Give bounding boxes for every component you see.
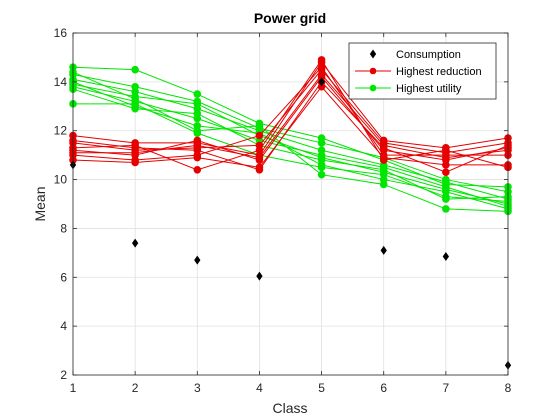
legend-diamond-marker — [369, 49, 377, 59]
reduction-point — [131, 148, 139, 157]
x-tick-label: 5 — [318, 381, 325, 395]
reduction-point — [131, 141, 139, 150]
utility-point — [193, 126, 202, 135]
y-tick-label: 6 — [60, 270, 67, 284]
consumption-point — [131, 238, 139, 248]
reduction-point — [317, 56, 326, 64]
reduction-point — [255, 146, 264, 155]
legend-item: Consumption — [369, 49, 461, 61]
utility-line — [72, 78, 509, 200]
consumption-point — [442, 252, 450, 262]
reduction-point — [379, 156, 388, 164]
utility-point — [131, 95, 139, 103]
reduction-line — [72, 85, 508, 168]
consumption-point — [380, 245, 387, 255]
utility-point — [131, 65, 139, 74]
utility-point — [317, 156, 326, 164]
chart-title: Power grid — [254, 10, 326, 26]
utility-point — [317, 170, 326, 179]
reduction-line — [72, 58, 509, 171]
utility-point — [379, 166, 388, 174]
reduction-point — [317, 63, 326, 71]
legend-item: Highest utility — [355, 83, 462, 95]
utility-point — [317, 139, 326, 147]
x-tick-label: 6 — [380, 381, 387, 395]
y-tick-label: 8 — [60, 221, 67, 235]
x-tick-label: 8 — [505, 381, 512, 395]
legend: Consumption Highest reduction Highest util… — [348, 42, 497, 100]
legend-label: Highest utility — [396, 83, 462, 95]
utility-point — [379, 180, 388, 189]
reduction-line — [72, 61, 509, 156]
utility-line — [72, 66, 509, 188]
legend-circle-marker — [369, 84, 377, 92]
reduction-point — [442, 168, 450, 177]
y-axis-label: Mean — [32, 186, 48, 221]
reduction-point — [255, 131, 264, 140]
reduction-line — [73, 73, 509, 159]
y-tick-label: 10 — [54, 173, 68, 187]
axes-box — [72, 32, 509, 376]
x-tick-label: 1 — [70, 381, 77, 395]
x-tick-label: 4 — [256, 381, 263, 395]
legend-label: Highest reduction — [396, 66, 482, 78]
reduction-point — [442, 161, 450, 169]
reduction-line — [72, 81, 509, 173]
reduction-point — [255, 153, 264, 162]
utility-point — [442, 205, 450, 213]
utility-point — [255, 122, 264, 130]
reduction-point — [131, 158, 139, 167]
utility-line — [72, 71, 509, 212]
utility-point — [317, 163, 326, 172]
utility-line — [72, 88, 509, 200]
x-axis-label: Class — [272, 400, 307, 416]
reduction-point — [193, 153, 202, 162]
series-layer — [69, 56, 512, 370]
y-tick-label: 2 — [60, 368, 67, 382]
y-tick-label: 12 — [54, 124, 68, 138]
reduction-point — [317, 70, 326, 79]
utility-point — [193, 90, 202, 98]
x-tick-label: 7 — [443, 381, 450, 395]
y-tick-label: 14 — [54, 75, 68, 89]
series-utility-8 — [69, 68, 512, 216]
legend-circle-marker — [369, 67, 377, 75]
reduction-line — [72, 76, 509, 161]
consumption-point — [318, 77, 325, 87]
utility-point — [193, 100, 202, 108]
utility-line — [72, 83, 509, 205]
reduction-point — [442, 153, 450, 162]
x-tick-label: 2 — [132, 381, 139, 395]
utility-line — [73, 103, 509, 203]
utility-point — [193, 109, 202, 118]
legend-label: Consumption — [396, 49, 461, 61]
x-tick-label: 3 — [194, 381, 201, 395]
reduction-point — [193, 141, 202, 150]
utility-point — [442, 195, 450, 203]
reduction-point — [255, 166, 264, 174]
reduction-point — [193, 166, 202, 174]
y-tick-label: 16 — [54, 26, 68, 40]
utility-line — [72, 74, 509, 193]
reduction-point — [442, 146, 450, 155]
reduction-point — [379, 141, 388, 150]
legend-item: Highest reduction — [355, 66, 482, 78]
consumption-point — [194, 255, 201, 265]
series-reduction-14 — [69, 82, 512, 172]
utility-point — [131, 104, 139, 113]
consumption-point — [256, 271, 263, 281]
y-tick-label: 4 — [60, 319, 67, 333]
